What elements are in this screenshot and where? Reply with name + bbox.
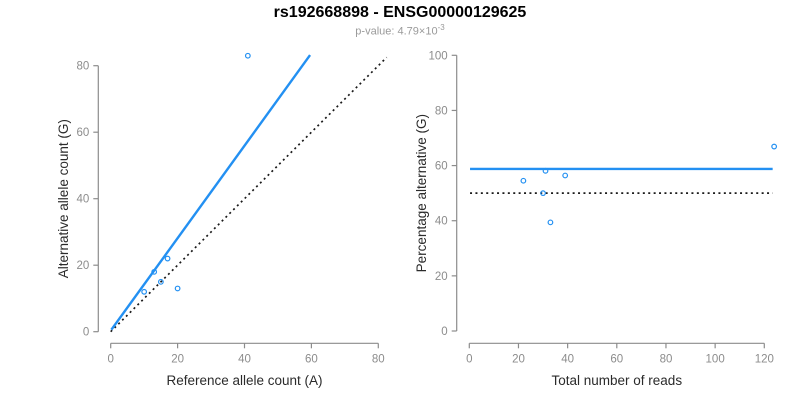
y-tick-label: 20	[77, 260, 90, 272]
fit-line	[110, 54, 312, 331]
panel-percentage-vs-coverage: 0 20 40 60 80 100 120 0 20 40 60 80 100 Total number …	[414, 50, 778, 388]
x-tick-label: 20	[512, 353, 525, 365]
data-point	[540, 190, 546, 197]
x-axis-title: Reference allele count (A)	[166, 373, 322, 388]
y-tick-label: 60	[435, 161, 448, 173]
x-tick-label: 0	[107, 353, 113, 365]
x-tick-label: 40	[238, 353, 251, 365]
x-tick-label: 60	[305, 353, 318, 365]
y-tick-label: 20	[435, 271, 448, 283]
data-point	[542, 167, 549, 174]
y-axis-title: Alternative allele count (G)	[56, 119, 71, 278]
data-point	[151, 268, 158, 275]
data-point	[547, 219, 554, 226]
y-tick-label: 60	[77, 127, 90, 139]
x-tick-label: 40	[561, 353, 574, 365]
x-tick-label: 80	[660, 353, 673, 365]
y-axis-title: Percentage alternative (G)	[414, 114, 429, 272]
data-point	[520, 177, 527, 184]
data-point	[141, 288, 148, 295]
identity-line	[110, 56, 388, 333]
y-tick-label: 40	[77, 194, 90, 206]
y-tick-label: 80	[435, 105, 448, 117]
x-tick-label: 0	[466, 353, 472, 365]
x-axis-title: Total number of reads	[552, 373, 683, 388]
x-tick-label: 100	[706, 353, 725, 365]
y-tick-label: 100	[429, 50, 448, 62]
x-tick-label: 120	[755, 353, 774, 365]
x-tick-label: 80	[372, 353, 385, 365]
data-point	[164, 255, 171, 262]
x-tick-label: 20	[171, 353, 184, 365]
figure-title: rs192668898 - ENSG00000129625	[273, 4, 527, 21]
y-tick-label: 80	[77, 61, 90, 73]
pvalue-exponent: -3	[437, 23, 445, 32]
data-point	[157, 278, 164, 285]
y-tick-label: 0	[83, 327, 89, 339]
figure-subtitle: p-value: 4.79×10-3	[0, 23, 800, 38]
data-point	[771, 143, 778, 150]
y-tick-label: 0	[441, 326, 447, 338]
data-point	[562, 172, 569, 179]
data-point	[244, 52, 251, 59]
pvalue-text: p-value: 4.79×10	[355, 25, 438, 38]
panel-allele-counts: 0 20 40 60 80 0 20 40 60 80 Reference allele count…	[56, 52, 388, 388]
data-point	[174, 285, 181, 292]
x-tick-label: 60	[610, 353, 623, 365]
y-tick-label: 40	[435, 216, 448, 228]
